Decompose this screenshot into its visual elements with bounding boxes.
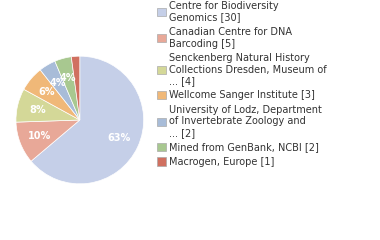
- Text: 10%: 10%: [28, 131, 51, 141]
- Wedge shape: [16, 120, 80, 161]
- Text: 6%: 6%: [38, 87, 55, 97]
- Wedge shape: [31, 56, 144, 184]
- Wedge shape: [16, 89, 80, 122]
- Text: 4%: 4%: [60, 73, 77, 83]
- Wedge shape: [71, 56, 80, 120]
- Text: 63%: 63%: [108, 133, 131, 143]
- Wedge shape: [40, 61, 80, 120]
- Text: 8%: 8%: [29, 105, 46, 115]
- Text: 4%: 4%: [49, 78, 66, 88]
- Wedge shape: [24, 70, 80, 120]
- Legend: Centre for Biodiversity
Genomics [30], Canadian Centre for DNA
Barcoding [5], Se: Centre for Biodiversity Genomics [30], C…: [156, 0, 328, 168]
- Wedge shape: [55, 57, 80, 120]
